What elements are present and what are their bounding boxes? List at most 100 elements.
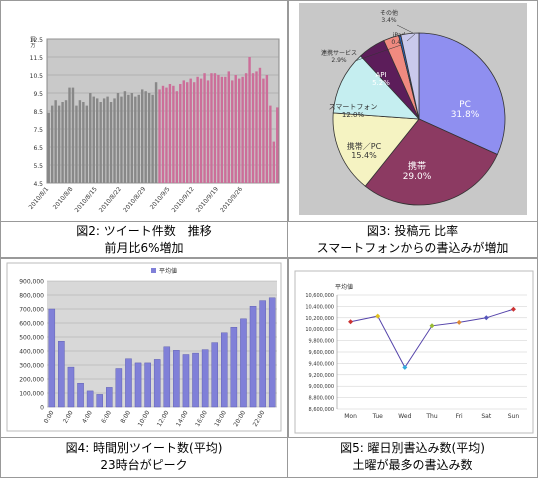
fig4-caption-line2: 23時台がピーク <box>100 458 188 472</box>
fig2-bar <box>258 67 262 183</box>
fig2-bar <box>106 96 109 183</box>
fig5-marker <box>429 323 435 329</box>
fig5-xtick-label: Tue <box>372 413 384 420</box>
fig2-chart: 4.5 5.5 6.5 7.5 8.5 9.5 10.5 11.5 12.5百万 2010/8/1… <box>28 37 280 214</box>
fig4-caption-line1: 図4: 時間別ツイート数(平均) <box>65 441 223 455</box>
fig4-bar <box>134 362 142 408</box>
fig3-slice-value: 3.4% <box>381 17 397 24</box>
fig2-xtick-label: 2010/8/29 <box>122 186 147 214</box>
fig2-bar <box>99 102 102 183</box>
fig2-bar <box>196 76 199 183</box>
fig4-chart: 0 100,000 200,000 300,000 400,000 500,000 600,… <box>6 262 282 432</box>
fig5-chart: 8,600,000 8,800,000 9,000,000 9,200,000 9,40… <box>294 270 534 434</box>
fig3-slice-label: スマートフォン <box>329 103 378 111</box>
fig3-slice-label: その他 <box>380 9 398 17</box>
fig2-bar <box>179 84 182 183</box>
fig2-bar <box>199 78 203 183</box>
fig2-bar <box>217 75 220 183</box>
fig3-slice-value: 15.4% <box>351 151 377 160</box>
fig3-caption-line1: 図3: 投稿元 比率 <box>366 224 459 238</box>
fig3-slice-label: 連携サービス <box>321 49 357 57</box>
fig4-caption: 図4: 時間別ツイート数(平均) 23時台がピーク <box>0 438 288 478</box>
fig5-ytick-label: 10,000,000 <box>305 327 334 333</box>
fig2-bar <box>213 73 217 183</box>
fig5-ytick-label: 10,200,000 <box>305 316 334 322</box>
fig4-ytick-label: 500,000 <box>19 335 44 342</box>
fig2-bar <box>248 57 251 183</box>
fig2-bar <box>224 76 227 183</box>
fig4-bar <box>125 358 132 408</box>
fig3-slice-label: API <box>375 71 386 79</box>
fig2-bar <box>85 105 89 183</box>
fig2-bar <box>123 91 127 183</box>
fig2-bar <box>158 89 161 183</box>
fig2-bar <box>47 112 50 183</box>
fig2-bar <box>241 76 244 183</box>
fig4-bar <box>192 352 199 408</box>
fig2-bar <box>50 105 54 183</box>
fig5-marker <box>483 315 489 321</box>
fig2-xtick-label: 2010/9/12 <box>171 186 196 214</box>
fig2-ylabel-2: 万 <box>30 43 35 49</box>
fig4-ytick-label: 400,000 <box>19 349 44 356</box>
fig2-bar <box>82 102 85 183</box>
fig2-bar <box>95 98 99 183</box>
fig2-bar <box>75 105 78 183</box>
fig2-bar <box>102 98 106 183</box>
fig2-bar <box>64 100 68 183</box>
fig2-ytick-label: 10.5 <box>30 73 44 80</box>
fig2-bar <box>61 102 64 183</box>
fig5-ytick-label: 10,400,000 <box>305 304 334 310</box>
fig5-xtick-label: Thu <box>425 413 437 420</box>
fig4-bar <box>144 362 151 408</box>
fig2-bar <box>265 75 269 183</box>
fig3-slice <box>400 32 420 120</box>
fig5-ytick-label: 9,200,000 <box>309 373 334 379</box>
fig2-bar <box>227 71 231 183</box>
fig4-ytick-label: 600,000 <box>19 321 44 328</box>
fig3-slice <box>332 55 420 120</box>
fig2-xtick-label: 2010/8/15 <box>74 186 99 214</box>
fig2-bar <box>130 93 134 183</box>
fig3-slice-value: 0.4% <box>391 39 407 46</box>
fig5-ytick-label: 9,400,000 <box>309 361 334 367</box>
fig2-bar <box>127 94 130 183</box>
fig4-bar <box>96 394 103 408</box>
fig3-leader-line <box>396 24 414 34</box>
fig2-bar <box>220 76 224 183</box>
fig2-bar <box>251 73 255 183</box>
fig2-ytick-label: 11.5 <box>30 55 44 62</box>
fig4-ytick-label: 0 <box>40 405 44 412</box>
fig4-bar <box>259 300 266 408</box>
fig2-ytick-label: 7.5 <box>33 127 43 134</box>
fig4-bar <box>230 326 238 408</box>
fig2-bar <box>272 141 276 183</box>
fig2-caption-line2: 前月比6%増加 <box>104 241 184 255</box>
fig2-bar <box>168 84 172 183</box>
fig4-bar <box>58 340 65 408</box>
fig2-xtick-label: 2010/8/1 <box>28 186 51 211</box>
fig2-bar <box>78 100 82 183</box>
fig4-legend-label: 平均値 <box>159 267 177 275</box>
fig5-legend-label: 平均値 <box>335 283 353 291</box>
fig2-bar <box>255 71 258 183</box>
fig2-ytick-label: 6.5 <box>33 145 43 152</box>
fig2-bar <box>54 100 57 183</box>
fig3-slice-value: 29.0% <box>403 172 432 182</box>
fig2-xtick-label: 2010/8/8 <box>52 186 75 211</box>
fig2-bar <box>141 89 144 183</box>
fig4-bar <box>249 306 257 408</box>
fig5-xtick-label: Mon <box>344 413 357 420</box>
fig2-bar <box>116 93 120 183</box>
fig2-ytick-label: 8.5 <box>33 109 43 116</box>
fig5-ytick-label: 10,600,000 <box>305 293 334 299</box>
fig2-ytick-label: 5.5 <box>33 163 43 170</box>
fig4-bar <box>115 368 123 408</box>
fig5-ytick-label: 9,600,000 <box>309 350 334 356</box>
fig2-bar <box>89 93 92 183</box>
fig2-panel: 4.5 5.5 6.5 7.5 8.5 9.5 10.5 11.5 12.5 百万 2010/8/1… <box>0 0 288 222</box>
fig2-bar <box>165 87 168 183</box>
fig2-bar <box>137 94 140 183</box>
fig4-bar <box>221 332 228 408</box>
fig4-bar <box>106 387 113 408</box>
